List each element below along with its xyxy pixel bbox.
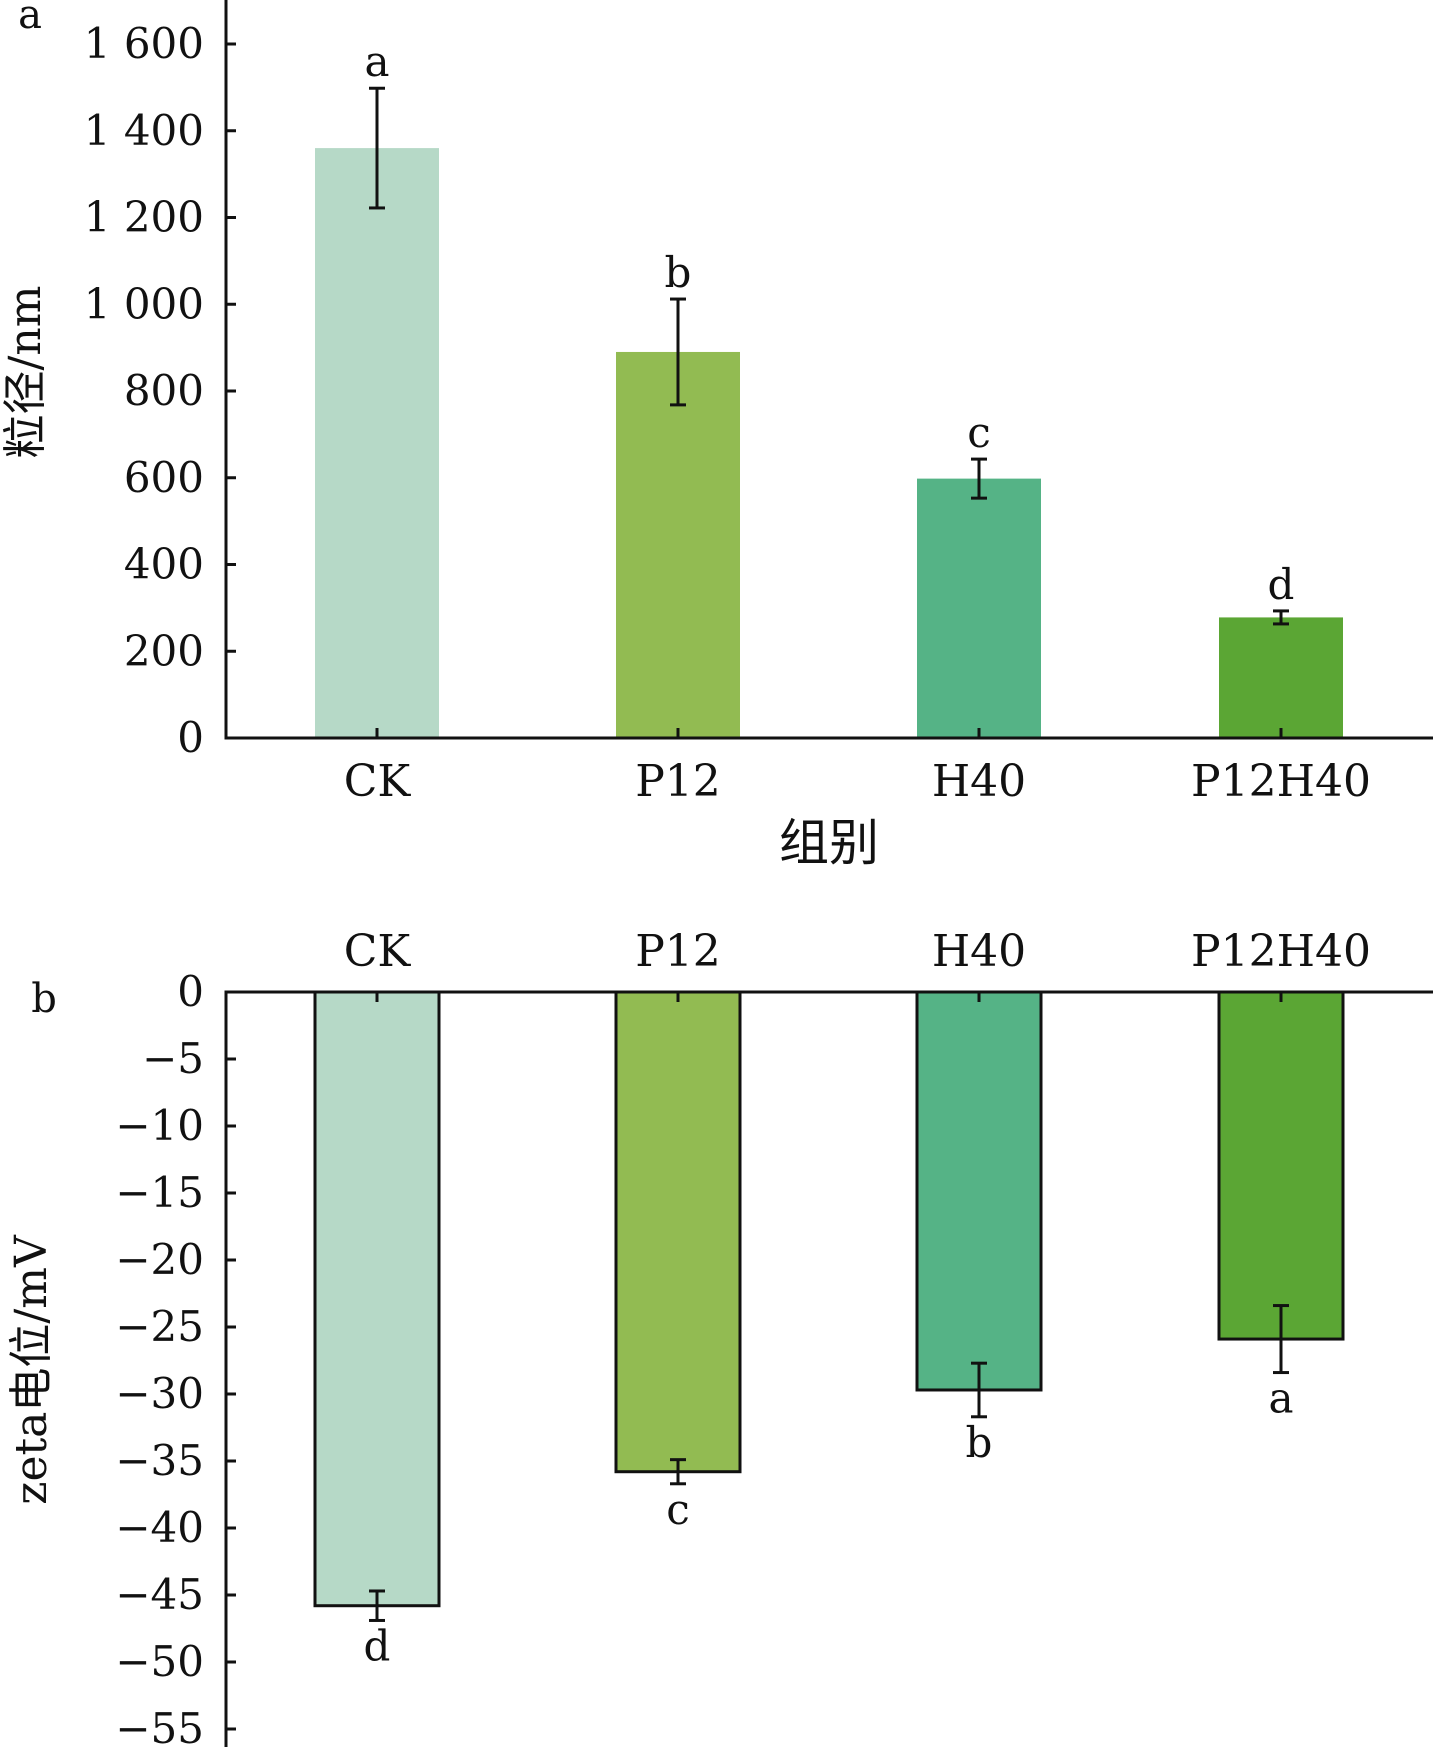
panel-a-y-tick-label: 600: [124, 453, 204, 502]
panel-a-significance-CK: a: [364, 37, 389, 86]
panel-a-x-axis-title: 组别: [779, 814, 879, 872]
panel-b-y-tick-label: −50: [115, 1637, 204, 1686]
panel-a-y-ticks: 0 200 400 600 800 1 000 1 200 1 400 1 600: [84, 19, 236, 762]
panel-a-error-bars: [369, 86, 1289, 626]
panel-a-bar-H40: [917, 478, 1041, 738]
panel-b-significance-letters: d c b a: [364, 1374, 1294, 1671]
panel-b-y-tick-label: 0: [177, 967, 204, 1016]
panel-b-bar-H40: [915, 990, 1043, 1392]
panel-a-significance-letters: a b c d: [364, 37, 1294, 609]
panel-b-significance-H40: b: [966, 1418, 993, 1467]
panel-b-bar-P12H40: [1217, 990, 1345, 1341]
panel-b-significance-P12: c: [666, 1485, 690, 1534]
panel-a-bar-CK: [315, 148, 439, 739]
panel-b-y-tick-label: −5: [142, 1034, 204, 1083]
panel-a-x-ticks: CK P12 H40 P12H40: [344, 728, 1371, 807]
panel-a-bar-P12H40: [1219, 617, 1343, 738]
panel-b-significance-P12H40: a: [1268, 1374, 1293, 1423]
panel-a-y-tick-label: 400: [124, 540, 204, 589]
panel-a-bars: [315, 148, 1343, 739]
panel-b-bar-P12: [614, 990, 742, 1474]
panel-b-significance-CK: d: [364, 1621, 391, 1670]
panel-a-y-axis-title: 粒径/nm: [0, 286, 51, 459]
panel-b-x-tick-label-P12H40: P12H40: [1191, 926, 1371, 977]
panel-a-significance-P12H40: d: [1268, 560, 1295, 609]
panel-b-x-tick-label-H40: H40: [932, 926, 1026, 977]
panel-b-bars: [313, 990, 1345, 1608]
panel-b-zeta-potential-chart: b d c b a 0 −5 −10 −15 −20 −25 −30 −35 −40 −45 −50 −55…: [6, 926, 1433, 1747]
panel-b-x-ticks: CK P12 H40 P12H40: [344, 926, 1371, 1002]
panel-a-particle-size-chart: a a b c d 0 200 400 600 800 1 000 1 200 1 400 1 600…: [0, 0, 1433, 872]
panel-a-bar-P12: [616, 351, 740, 738]
panel-b-bar-CK: [313, 990, 441, 1608]
panel-a-y-tick-label: 200: [124, 626, 204, 675]
panel-b-y-tick-label: −25: [115, 1302, 204, 1351]
panel-a-label: a: [18, 0, 42, 38]
panel-b-axes: [224, 990, 1433, 1747]
panel-b-y-tick-label: −45: [115, 1570, 204, 1619]
panel-b-y-tick-label: −10: [115, 1101, 204, 1150]
panel-a-y-tick-label: 1 400: [84, 106, 204, 155]
panel-a-y-tick-label: 1 600: [84, 19, 204, 68]
panel-a-y-tick-label: 800: [124, 366, 204, 415]
panel-b-y-tick-label: −30: [115, 1369, 204, 1418]
panel-b-x-tick-label-CK: CK: [344, 926, 412, 977]
panel-b-y-axis-title: zeta电位/mV: [6, 1234, 57, 1505]
panel-a-x-tick-label-CK: CK: [344, 756, 412, 807]
panel-a-significance-P12: b: [665, 248, 692, 297]
panel-a-axes: [224, 0, 1433, 740]
panel-b-label: b: [31, 976, 57, 1022]
panel-b-x-tick-label-P12: P12: [635, 926, 721, 977]
panel-b-y-tick-label: −20: [115, 1235, 204, 1284]
panel-b-y-tick-label: −55: [115, 1704, 204, 1747]
panel-a-significance-H40: c: [967, 408, 991, 457]
panel-a-x-tick-label-P12H40: P12H40: [1191, 756, 1371, 807]
panel-b-y-ticks: 0 −5 −10 −15 −20 −25 −30 −35 −40 −45 −50 −55: [115, 967, 236, 1747]
panel-b-y-tick-label: −35: [115, 1436, 204, 1485]
panel-b-y-tick-label: −15: [115, 1168, 204, 1217]
panel-a-x-tick-label-P12: P12: [635, 756, 721, 807]
panel-a-x-tick-label-H40: H40: [932, 756, 1026, 807]
panel-b-y-tick-label: −40: [115, 1503, 204, 1552]
panel-a-y-tick-label: 1 200: [84, 193, 204, 242]
panel-a-y-tick-label: 0: [177, 713, 204, 762]
panel-a-y-tick-label: 1 000: [84, 279, 204, 328]
panel-b-error-bars: [369, 1304, 1289, 1622]
